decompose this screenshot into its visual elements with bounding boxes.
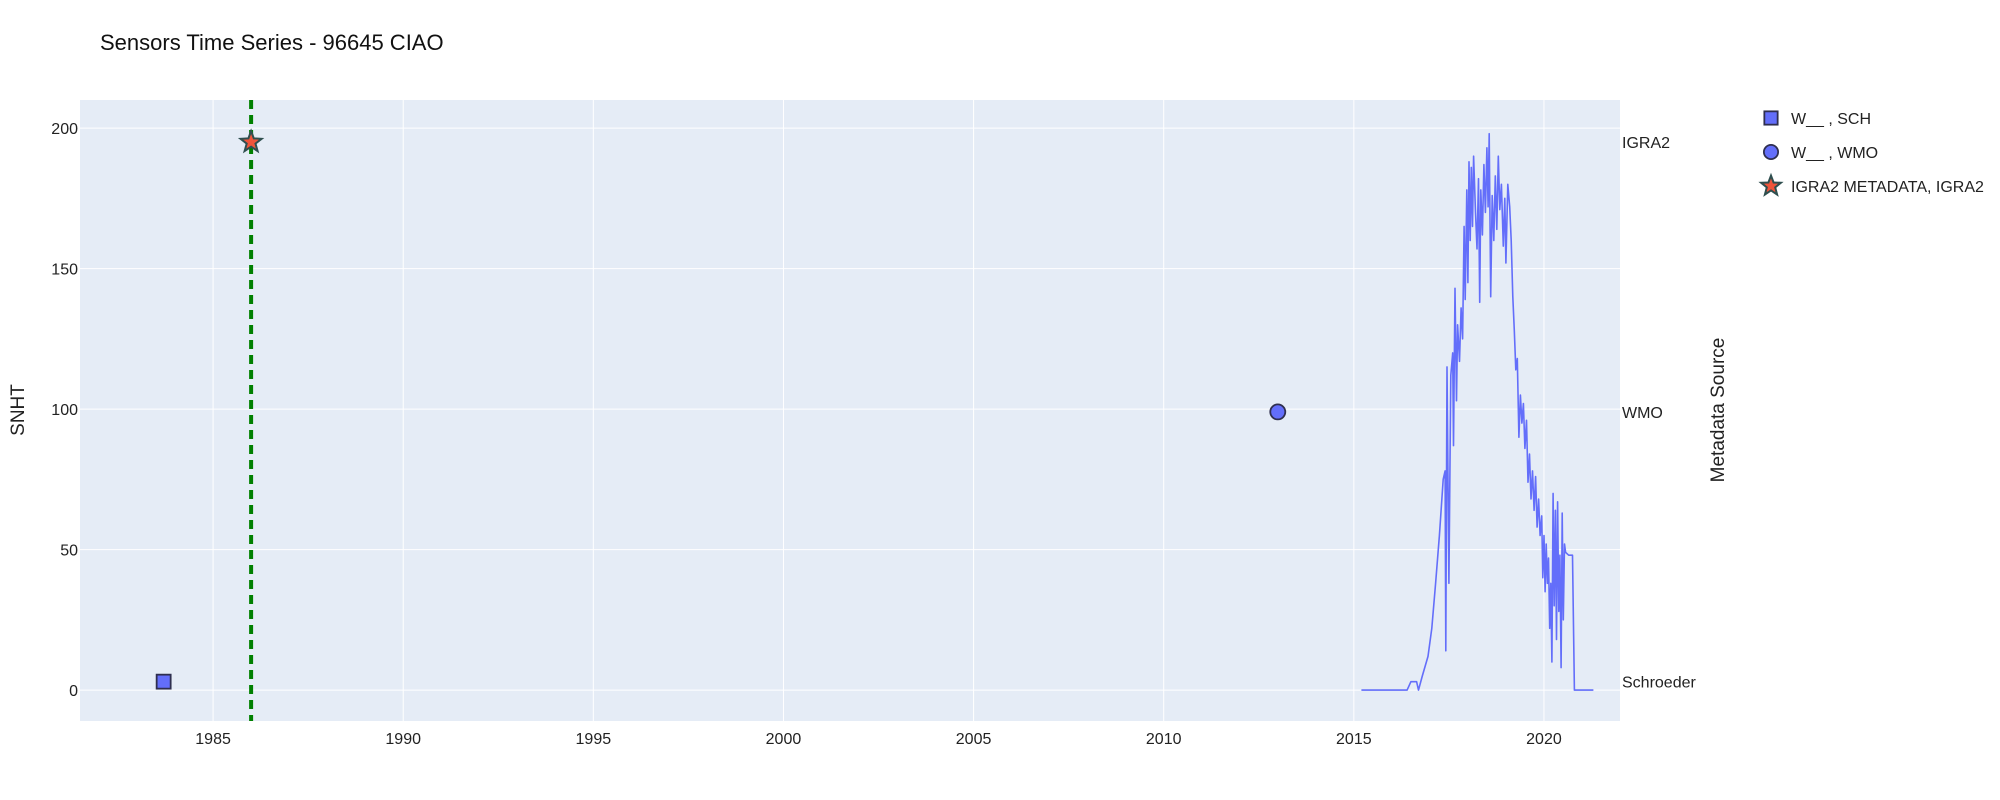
y-axis-title: SNHT xyxy=(8,384,29,436)
y-tick-label: 0 xyxy=(69,683,78,700)
x-axis-ticks: 1985 1990 1995 2000 2005 2010 2015 2020 xyxy=(195,731,1562,748)
x-tick-label: 1985 xyxy=(195,731,231,748)
y2-tick-label: IGRA2 xyxy=(1622,135,1670,152)
y-tick-label: 200 xyxy=(51,121,78,138)
markers-group xyxy=(155,128,1287,690)
legend-label: IGRA2 METADATA, IGRA2 xyxy=(1791,179,1984,196)
x-tick-label: 2015 xyxy=(1336,731,1372,748)
x-tick-label: 2020 xyxy=(1526,731,1562,748)
x-tick-label: 2010 xyxy=(1146,731,1182,748)
y2-axis-ticks: Schroeder WMO IGRA2 xyxy=(1622,135,1696,692)
y2-axis-title: Metadata Source xyxy=(1708,338,1729,483)
snht-series-line xyxy=(1361,132,1594,691)
legend-label: W__ , WMO xyxy=(1791,145,1878,162)
x-tick-label: 2005 xyxy=(956,731,992,748)
y-axis-ticks: 0 50 100 150 200 xyxy=(51,121,78,700)
plot-area[interactable] xyxy=(80,100,1620,721)
legend-square-icon xyxy=(1763,110,1779,126)
legend-label: W__ , SCH xyxy=(1791,111,1871,128)
legend: W__ , SCH W__ , WMO IGRA2 METADATA, IGRA2 xyxy=(1758,110,1984,197)
x-tick-label: 1995 xyxy=(576,731,612,748)
series-group xyxy=(1361,132,1594,691)
square-marker xyxy=(155,673,172,690)
x-tick-label: 1990 xyxy=(385,731,421,748)
gridlines xyxy=(80,100,1620,721)
circle-marker xyxy=(1269,403,1287,421)
chart-title: Sensors Time Series - 96645 CIAO xyxy=(100,30,444,55)
star-marker xyxy=(237,128,265,154)
y-tick-label: 100 xyxy=(51,402,78,419)
y-tick-label: 50 xyxy=(60,543,78,560)
legend-circle-icon xyxy=(1762,143,1780,161)
legend-star-icon xyxy=(1758,172,1784,197)
y2-tick-label: Schroeder xyxy=(1622,675,1696,692)
x-tick-label: 2000 xyxy=(766,731,802,748)
y2-tick-label: WMO xyxy=(1622,405,1663,422)
y-tick-label: 150 xyxy=(51,262,78,279)
